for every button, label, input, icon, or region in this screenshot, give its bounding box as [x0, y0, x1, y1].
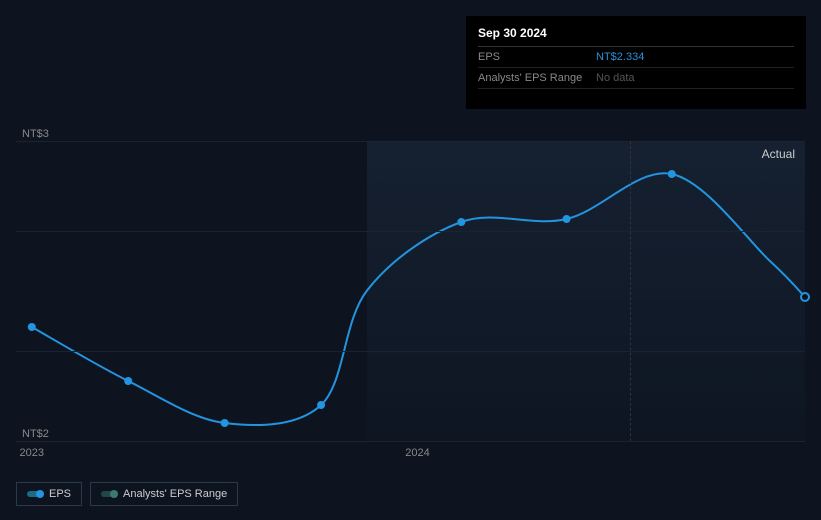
- x-axis-tick: 2023: [20, 447, 44, 459]
- hover-vline: [630, 141, 631, 441]
- tooltip-row-label: Analysts' EPS Range: [478, 72, 596, 84]
- legend: EPS Analysts' EPS Range: [16, 482, 238, 506]
- legend-swatch-icon: [27, 491, 41, 497]
- eps-line: [32, 173, 805, 425]
- legend-label: EPS: [49, 488, 71, 500]
- data-point[interactable]: [124, 377, 132, 385]
- data-point[interactable]: [221, 419, 229, 427]
- legend-item[interactable]: EPS: [16, 482, 82, 506]
- data-point[interactable]: [317, 401, 325, 409]
- line-svg: [16, 141, 805, 441]
- data-point[interactable]: [28, 323, 36, 331]
- tooltip-row: Analysts' EPS RangeNo data: [478, 68, 794, 89]
- tooltip-row-label: EPS: [478, 51, 596, 63]
- tooltip-row-value: NT$2.334: [596, 51, 644, 63]
- y-axis-tick: NT$3: [22, 128, 49, 140]
- gridline: [16, 441, 805, 442]
- gridline: [16, 351, 805, 352]
- y-axis-tick: NT$2: [22, 428, 49, 440]
- legend-item[interactable]: Analysts' EPS Range: [90, 482, 238, 506]
- data-point[interactable]: [668, 170, 676, 178]
- tooltip-date: Sep 30 2024: [478, 26, 794, 47]
- plot-area: Actual: [16, 141, 805, 441]
- legend-swatch-icon: [101, 491, 115, 497]
- data-point[interactable]: [563, 215, 571, 223]
- chart-tooltip: Sep 30 2024 EPSNT$2.334Analysts' EPS Ran…: [466, 16, 806, 109]
- legend-label: Analysts' EPS Range: [123, 488, 227, 500]
- gridline: [16, 231, 805, 232]
- x-axis-tick: 2024: [405, 447, 429, 459]
- data-point[interactable]: [801, 293, 809, 301]
- tooltip-row: EPSNT$2.334: [478, 47, 794, 68]
- data-point[interactable]: [457, 218, 465, 226]
- eps-chart: Actual NT$3NT$220232024: [16, 122, 805, 442]
- tooltip-row-value: No data: [596, 72, 635, 84]
- gridline: [16, 141, 805, 142]
